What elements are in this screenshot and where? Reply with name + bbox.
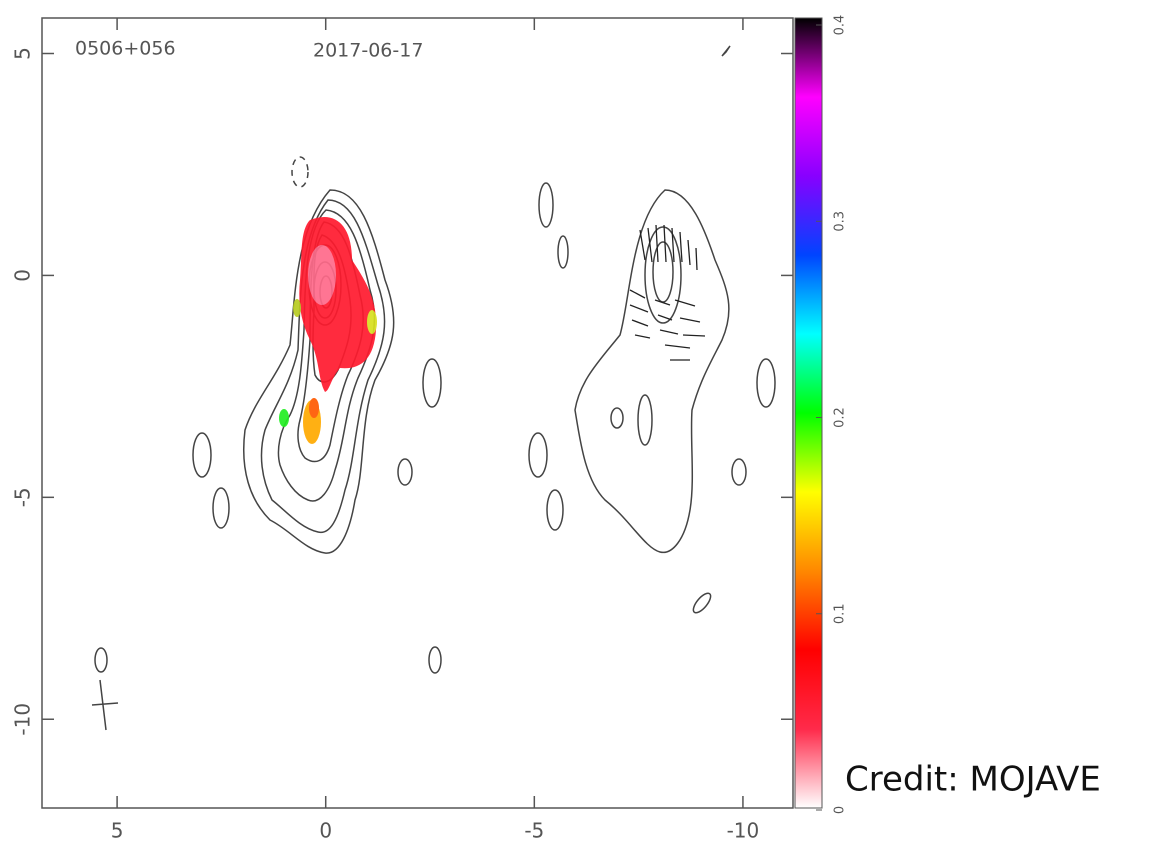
vector-panel-contours [529,183,775,615]
total-intensity-contours [92,46,730,730]
y-tick-label: 0 [11,269,35,282]
colorbar-tick-label: 0.2 [833,407,848,428]
colorbar-tick-label: 0.3 [833,211,848,232]
y-tick-label: -5 [11,487,35,507]
epoch-date: 2017-06-17 [313,40,423,62]
x-tick-label: -5 [524,819,544,843]
credit: Credit: MOJAVE [845,760,1101,800]
source-name: 0506+056 [75,38,176,60]
colorbar-tick-label: 0.1 [833,603,848,624]
x-tick-label: -10 [727,819,760,843]
x-tick-label: 0 [319,819,332,843]
colorbar-tick-label: 0 [833,806,848,814]
y-tick-label: -10 [11,703,35,736]
x-tick-label: 5 [111,819,124,843]
colorbar-tick-label: 0.4 [833,15,848,36]
y-tick-label: 5 [11,47,35,60]
plot-frame [42,18,793,808]
chart: 0506+056 2017-06-17 Credit: MOJAVE 5 0 -5 -… [0,0,1152,845]
polarization-map [279,217,377,444]
colorbar [795,18,822,808]
